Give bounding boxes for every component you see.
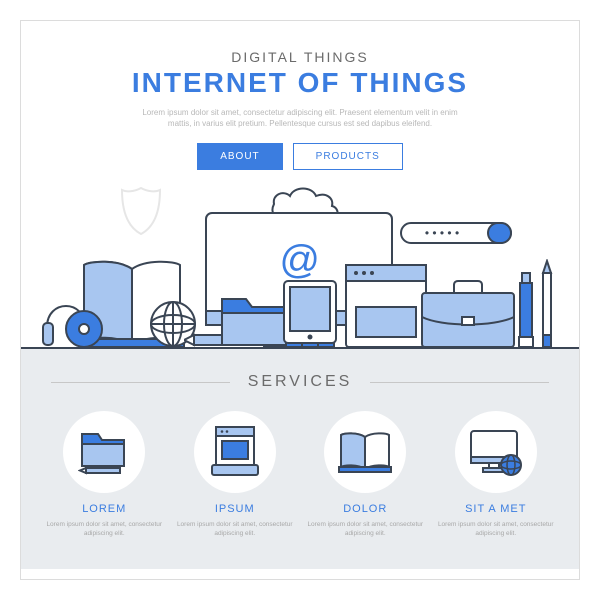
- tablet-icon: [282, 279, 338, 349]
- book-service-icon: [324, 411, 406, 493]
- service-title: IPSUM: [176, 503, 295, 515]
- baseline: [21, 347, 579, 349]
- window-service-icon: [194, 411, 276, 493]
- briefcase-icon: [420, 279, 516, 349]
- illustration-scene: @ • • • • •: [46, 184, 554, 349]
- marker-icon: [516, 271, 536, 349]
- about-button[interactable]: ABOUT: [197, 143, 282, 170]
- at-symbol: @: [279, 238, 320, 282]
- monitor-service-icon: [455, 411, 537, 493]
- service-desc: Lorem ipsum dolor sit amet, consectetur …: [45, 520, 164, 538]
- cd-icon: [64, 309, 104, 349]
- folder-icon: [220, 295, 290, 349]
- services-grid: LOREM Lorem ipsum dolor sit amet, consec…: [21, 411, 579, 568]
- hero-section: DIGITAL THINGS INTERNET OF THINGS Lorem …: [21, 21, 579, 170]
- hero-description: Lorem ipsum dolor sit amet, consectetur …: [130, 107, 470, 129]
- service-title: LOREM: [45, 503, 164, 515]
- shield-icon: [120, 186, 162, 236]
- service-title: SIT A MET: [437, 503, 556, 515]
- pen-icon: [540, 259, 554, 349]
- service-title: DOLOR: [306, 503, 425, 515]
- folder-service-icon: [63, 411, 145, 493]
- service-desc: Lorem ipsum dolor sit amet, consectetur …: [176, 520, 295, 538]
- service-card-dolor[interactable]: DOLOR Lorem ipsum dolor sit amet, consec…: [300, 411, 431, 538]
- hero-title: INTERNET OF THINGS: [51, 67, 549, 99]
- service-card-sitamet[interactable]: SIT A MET Lorem ipsum dolor sit amet, co…: [431, 411, 562, 538]
- services-heading: SERVICES: [21, 373, 579, 391]
- browser-window-icon: [344, 263, 428, 349]
- service-desc: Lorem ipsum dolor sit amet, consectetur …: [306, 520, 425, 538]
- service-card-ipsum[interactable]: IPSUM Lorem ipsum dolor sit amet, consec…: [170, 411, 301, 538]
- services-section: SERVICES LOREM Lorem ipsum dolor sit ame…: [21, 349, 579, 568]
- services-heading-text: SERVICES: [230, 373, 371, 390]
- button-row: ABOUT PRODUCTS: [51, 143, 549, 170]
- hero-subtitle: DIGITAL THINGS: [51, 49, 549, 65]
- password-field-icon: • • • • •: [400, 222, 512, 244]
- svg-text:• • • • •: • • • • •: [425, 226, 459, 240]
- products-button[interactable]: PRODUCTS: [293, 143, 403, 170]
- service-desc: Lorem ipsum dolor sit amet, consectetur …: [437, 520, 556, 538]
- service-card-lorem[interactable]: LOREM Lorem ipsum dolor sit amet, consec…: [39, 411, 170, 538]
